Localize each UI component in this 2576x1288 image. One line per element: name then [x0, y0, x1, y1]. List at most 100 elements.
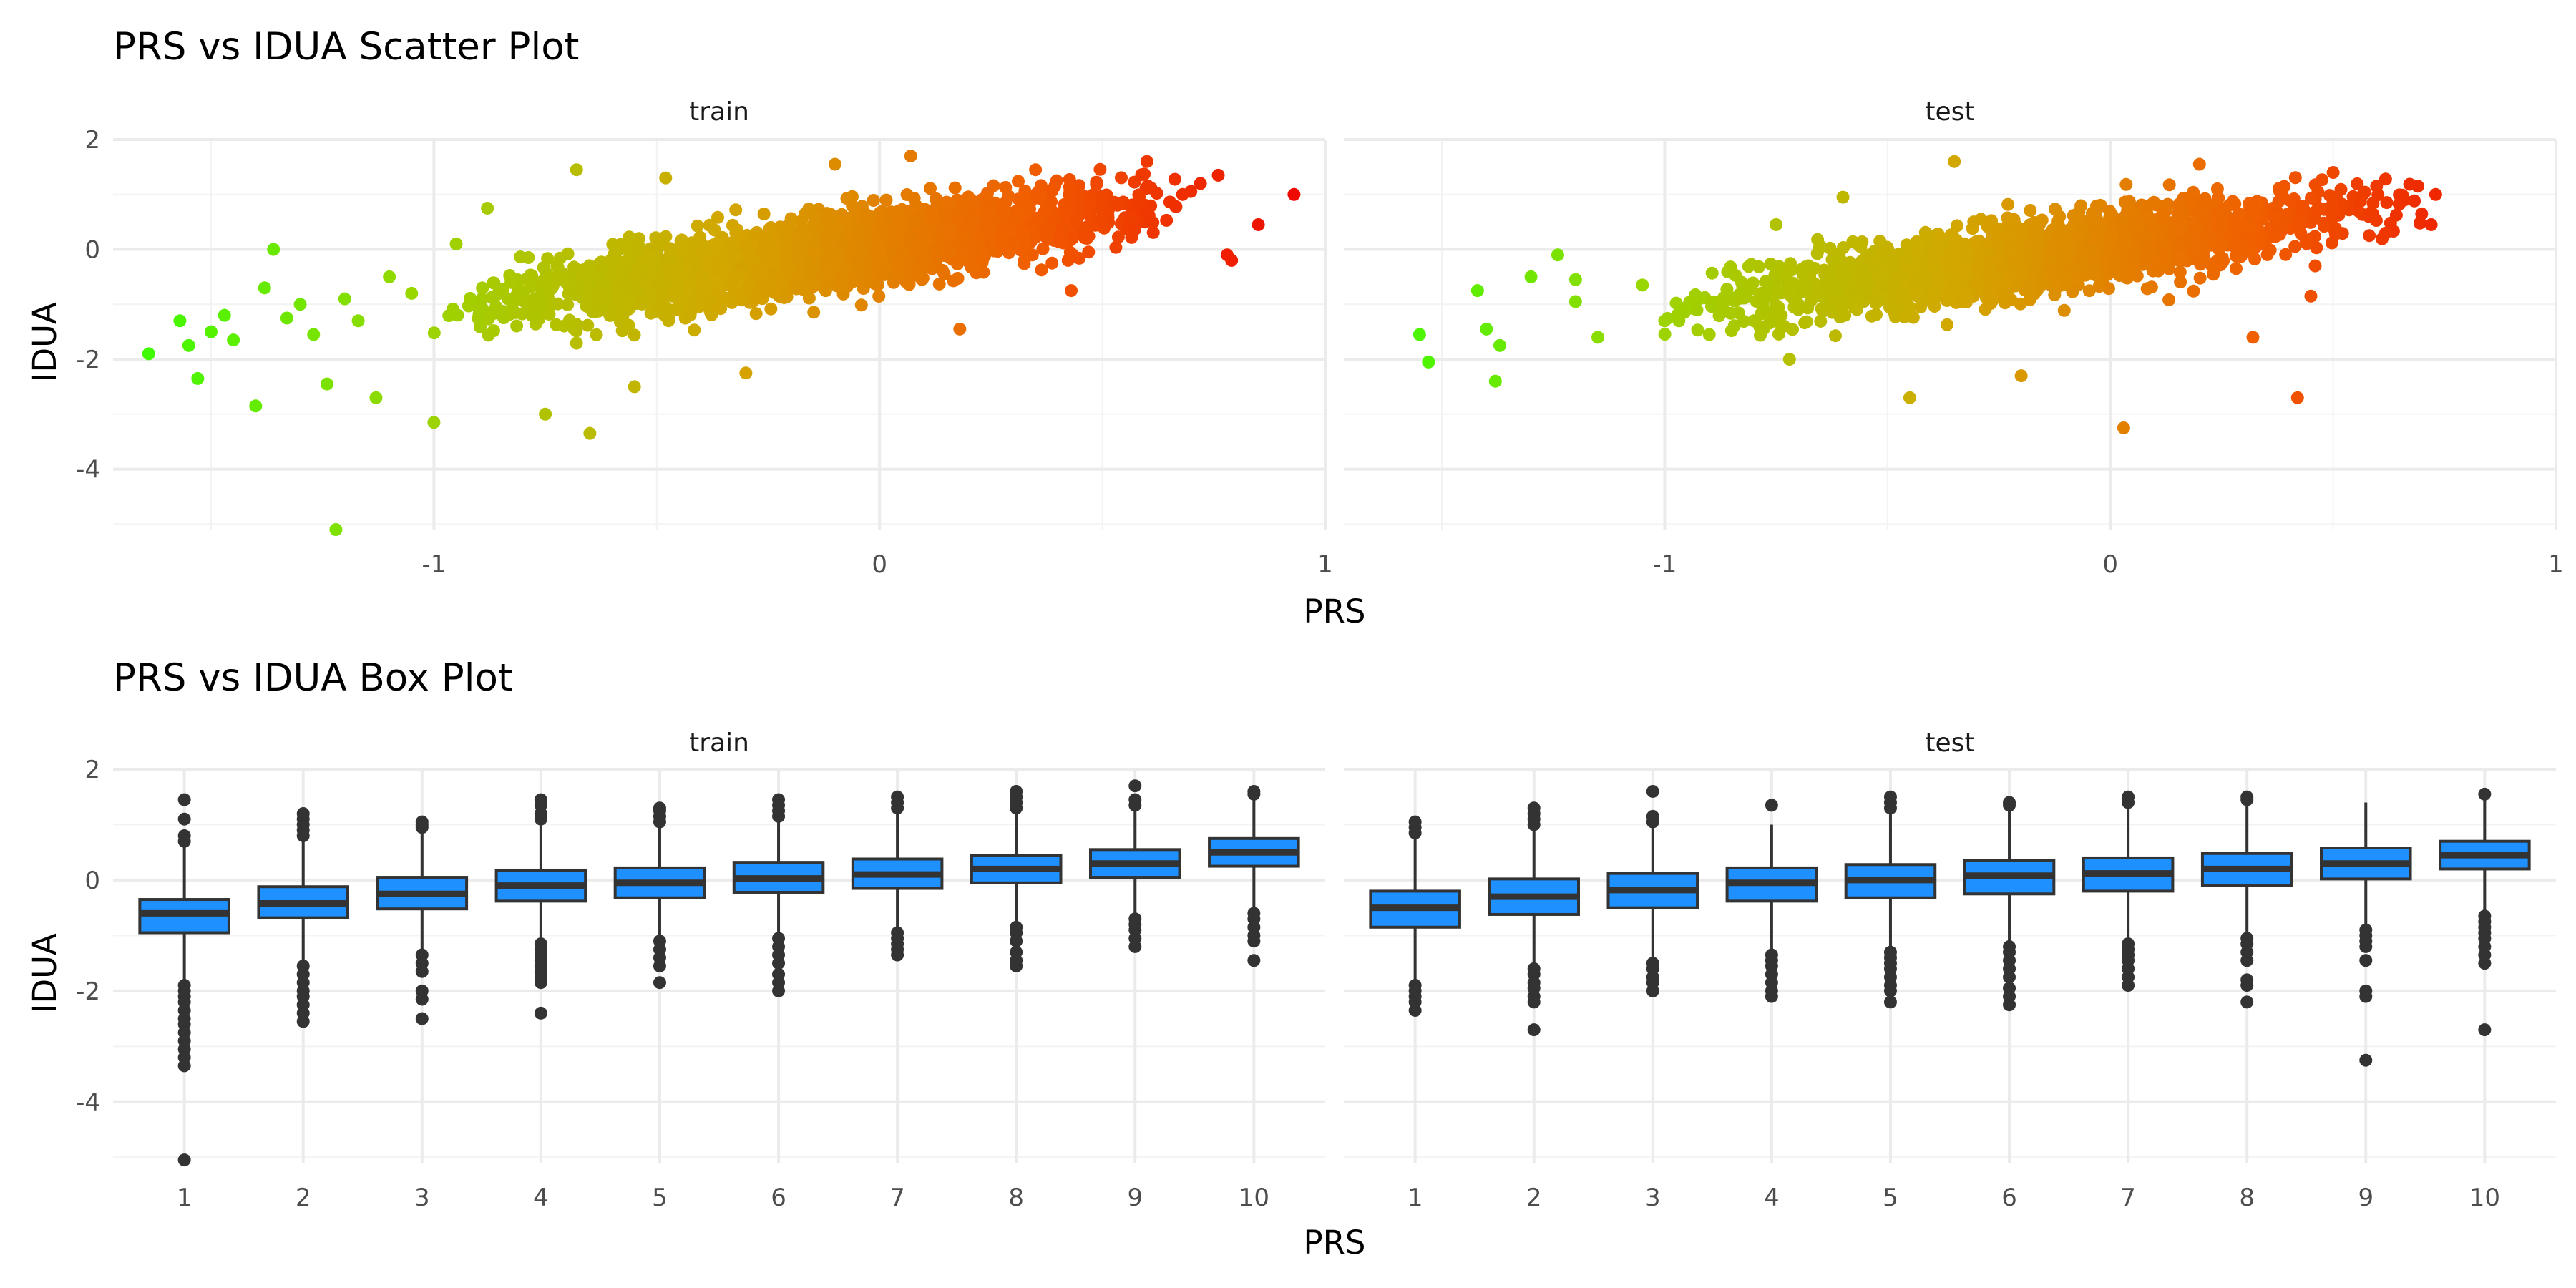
scatter-cloud-point	[1721, 265, 1735, 278]
scatter-point	[1065, 284, 1078, 298]
scatter-cloud-point	[2043, 246, 2057, 260]
scatter-point	[1225, 253, 1239, 267]
scatter-point	[405, 286, 419, 300]
scatter-cloud-point	[2127, 248, 2141, 261]
scatter-point	[320, 377, 333, 391]
scatter-point	[173, 314, 187, 328]
scatter-cloud-point	[1920, 277, 1933, 291]
box-strip-test: test	[1925, 728, 1974, 758]
scatter-cloud-point	[735, 291, 748, 304]
box-outlier	[2478, 957, 2492, 970]
scatter-cloud-point	[1090, 177, 1103, 191]
scatter-cloud-point	[2160, 245, 2173, 258]
scatter-point	[280, 311, 293, 325]
box-outlier	[1128, 940, 1142, 953]
box-outlier	[1247, 787, 1261, 801]
scatter-cloud-point	[1012, 175, 1025, 188]
scatter-cloud-point	[1941, 318, 1954, 331]
scatter-cloud-point	[1720, 283, 1734, 296]
scatter-point	[383, 270, 396, 283]
scatter-cloud-point	[854, 298, 868, 312]
scatter-cloud-point	[1764, 257, 1777, 270]
scatter-cloud-point	[1982, 260, 1996, 274]
scatter-cloud-point	[726, 244, 738, 258]
scatter-cloud-point	[749, 307, 763, 321]
scatter-point	[227, 333, 240, 347]
scatter-cloud-point	[2187, 284, 2200, 298]
scatter-x-tick-label: -1	[421, 550, 446, 579]
scatter-point	[1948, 155, 1961, 168]
scatter-point	[1770, 218, 1783, 231]
scatter-cloud-point	[2103, 204, 2117, 218]
scatter-point	[1903, 391, 1916, 404]
box-outlier	[1247, 935, 1261, 948]
scatter-cloud-point	[1775, 286, 1788, 300]
scatter-cloud-point	[642, 250, 655, 263]
scatter-cloud-point	[621, 252, 635, 265]
scatter-cloud-point	[557, 268, 570, 281]
scatter-cloud-point	[551, 297, 565, 311]
scatter-cloud-point	[1875, 248, 1888, 262]
scatter-point	[1836, 190, 1850, 204]
scatter-point	[904, 150, 917, 163]
scatter-cloud-point	[2328, 222, 2342, 235]
scatter-cloud-point	[2121, 204, 2135, 218]
scatter-cloud-point	[2162, 293, 2176, 306]
scatter-cloud-point	[892, 253, 905, 266]
scatter-cloud-point	[932, 277, 946, 291]
scatter-cloud-point	[1837, 241, 1850, 254]
scatter-cloud-point	[590, 328, 603, 341]
scatter-cloud-point	[561, 298, 575, 311]
scatter-y-tick-label: 0	[84, 236, 100, 265]
scatter-cloud-point	[1814, 314, 1828, 328]
scatter-cloud-point	[474, 321, 487, 333]
scatter-cloud-point	[675, 233, 688, 247]
scatter-cloud-point	[2074, 199, 2088, 213]
scatter-x-tick-label: 1	[2548, 550, 2564, 579]
scatter-cloud-point	[985, 243, 998, 256]
scatter-cloud-point	[926, 215, 940, 228]
scatter-cloud-point	[1858, 287, 1871, 301]
scatter-cloud-point	[2012, 262, 2026, 275]
scatter-cloud-point	[683, 308, 697, 322]
scatter-cloud-point	[1773, 316, 1787, 330]
scatter-point	[191, 371, 205, 385]
scatter-point	[1747, 314, 1760, 328]
box-title: PRS vs IDUA Box Plot	[113, 656, 513, 700]
scatter-point	[329, 523, 343, 536]
scatter-cloud-point	[661, 255, 675, 269]
scatter-cloud-point	[729, 203, 743, 217]
scatter-cloud-point	[924, 182, 937, 195]
scatter-cloud-point	[704, 292, 718, 306]
scatter-cloud-point	[2162, 178, 2176, 192]
scatter-cloud-point	[1048, 210, 1061, 224]
scatter-cloud-point	[1111, 230, 1125, 244]
scatter-cloud-point	[930, 236, 944, 250]
box-outlier	[1128, 799, 1142, 812]
scatter-cloud-point	[1772, 327, 1785, 341]
scatter-cloud-point	[2199, 213, 2212, 227]
scatter-cloud-point	[780, 233, 794, 246]
scatter-cloud-point	[2189, 220, 2202, 234]
scatter-cloud-point	[835, 265, 849, 279]
scatter-cloud-point	[1870, 308, 1883, 321]
box-outlier	[1646, 815, 1659, 829]
scatter-cloud-point	[542, 279, 556, 293]
scatter-cloud-point	[801, 226, 814, 240]
scatter-strip-test: test	[1925, 97, 1974, 127]
scatter-cloud-point	[977, 265, 990, 279]
scatter-point	[583, 426, 597, 440]
scatter-cloud-point	[1724, 324, 1738, 338]
scatter-cloud-point	[1823, 241, 1837, 255]
scatter-cloud-point	[967, 241, 980, 255]
scatter-cloud-point	[827, 230, 841, 243]
scatter-cloud-point	[1658, 328, 1672, 341]
scatter-cloud-point	[708, 274, 721, 287]
scatter-cloud-point	[2279, 248, 2293, 261]
scatter-cloud-point	[2053, 265, 2067, 279]
scatter-cloud-point	[651, 277, 665, 290]
scatter-cloud-point	[907, 192, 921, 205]
box-outlier	[2359, 940, 2373, 953]
scatter-cloud-point	[2014, 297, 2027, 311]
scatter-point	[2304, 289, 2318, 303]
